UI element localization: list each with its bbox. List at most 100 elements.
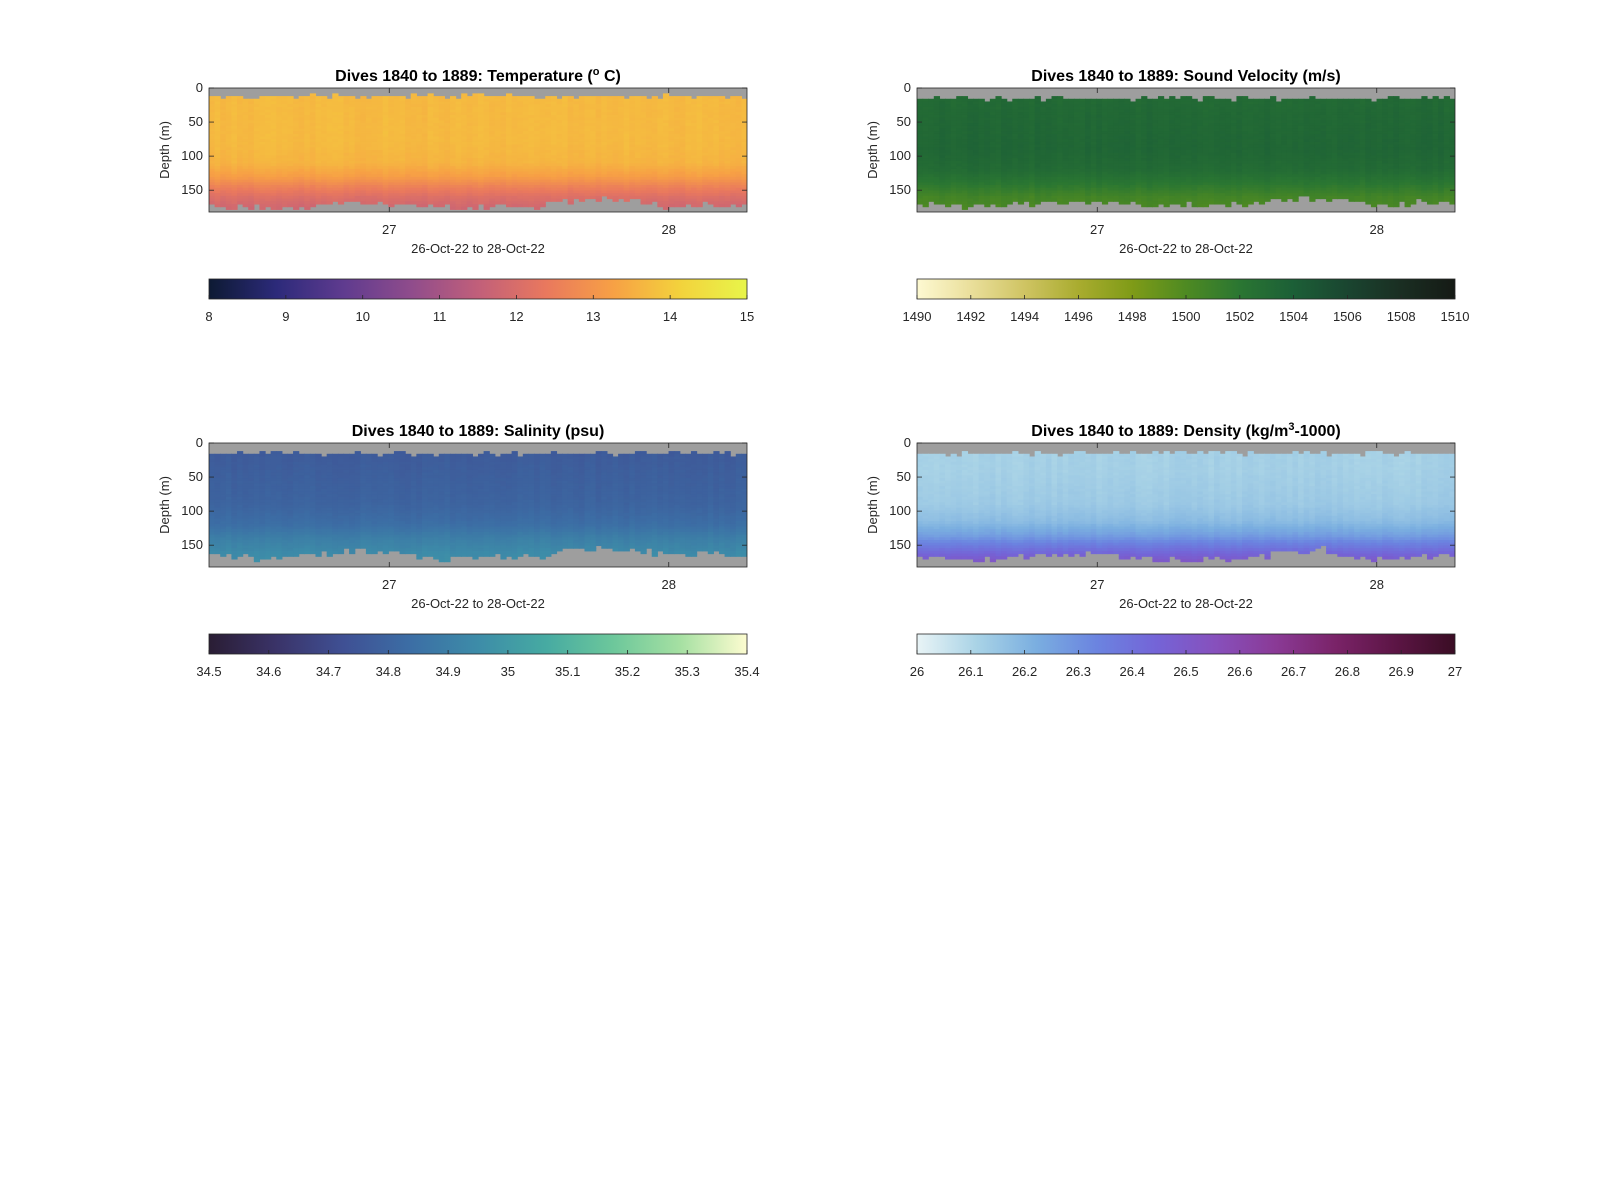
heatmap-cell (950, 104, 957, 108)
heatmap-cell (741, 176, 747, 181)
heatmap-cell (623, 187, 630, 192)
heatmap-cell (685, 112, 692, 116)
heatmap-cell (989, 168, 997, 173)
heatmap-cell (209, 179, 216, 183)
heatmap-cell (332, 160, 339, 165)
heatmap-cell (662, 93, 670, 97)
heatmap-cell (713, 101, 720, 105)
heatmap-cell (651, 141, 658, 146)
heatmap-cell (651, 112, 658, 116)
heatmap-cell (1006, 117, 1013, 121)
heatmap-cell (281, 198, 289, 202)
heatmap-cell (309, 104, 317, 108)
heatmap-cell (590, 128, 597, 132)
heatmap-cell (354, 144, 361, 148)
heatmap-cell (578, 155, 586, 159)
heatmap-cell (444, 176, 451, 181)
heatmap-cell (209, 163, 216, 167)
heatmap-cell (506, 193, 513, 197)
heatmap-cell (242, 150, 249, 154)
heatmap-cell (433, 190, 440, 194)
heatmap-cell (933, 187, 941, 192)
heatmap-cell (416, 203, 423, 208)
heatmap-cell (466, 171, 473, 175)
heatmap-cell (309, 190, 317, 194)
heatmap-cell (556, 195, 563, 200)
heatmap-cell (718, 109, 726, 113)
heatmap-cell (933, 117, 941, 121)
heatmap-cell (984, 171, 991, 175)
heatmap-cell (550, 187, 558, 192)
heatmap-cell (573, 152, 580, 156)
heatmap-cell (601, 98, 608, 103)
heatmap-cell (371, 106, 378, 111)
heatmap-cell (281, 152, 289, 156)
heatmap-cell (382, 114, 389, 119)
heatmap-cell (517, 101, 524, 105)
heatmap-cell (522, 158, 530, 162)
heatmap-cell (545, 160, 552, 165)
heatmap-cell (281, 179, 289, 183)
heatmap-cell (956, 198, 963, 202)
heatmap-cell (506, 147, 513, 151)
heatmap-cell (337, 114, 345, 119)
heatmap-cell (696, 158, 703, 162)
heatmap-cell (315, 179, 322, 183)
heatmap-cell (702, 125, 709, 130)
heatmap-cell (556, 131, 563, 135)
heatmap-cell (214, 201, 221, 205)
heatmap-cell (545, 155, 552, 159)
heatmap-cell (455, 139, 462, 143)
heatmap-cell (382, 144, 389, 148)
heatmap-cell (1012, 174, 1019, 178)
heatmap-cell (382, 171, 389, 175)
heatmap-cell (321, 131, 328, 135)
heatmap-cell (354, 160, 361, 165)
heatmap-cell (522, 155, 530, 159)
heatmap-cell (444, 136, 451, 140)
heatmap-cell (1023, 133, 1030, 138)
heatmap-cell (214, 187, 221, 192)
heatmap-cell (718, 160, 726, 165)
heatmap-cell (321, 109, 328, 113)
heatmap-cell (410, 136, 417, 140)
heatmap-cell (601, 174, 608, 178)
heatmap-cell (741, 160, 747, 165)
heatmap-cell (618, 166, 625, 170)
heatmap-cell (556, 128, 563, 132)
heatmap-cell (618, 96, 625, 100)
heatmap-cell (961, 106, 969, 111)
heatmap-cell (1001, 144, 1008, 148)
heatmap-cell (674, 114, 681, 119)
heatmap-cell (1001, 112, 1008, 116)
heatmap-cell (326, 144, 333, 148)
heatmap-cell (433, 152, 440, 156)
heatmap-cell (259, 168, 266, 173)
heatmap-cell (281, 190, 289, 194)
heatmap-cell (696, 101, 703, 105)
heatmap-cell (696, 174, 703, 178)
heatmap-cell (646, 187, 653, 192)
heatmap-cell (984, 176, 991, 181)
heatmap-cell (984, 120, 991, 124)
heatmap-cell (578, 150, 586, 154)
heatmap-cell (1017, 179, 1025, 183)
heatmap-cell (315, 98, 322, 103)
heatmap-cell (674, 152, 681, 156)
heatmap-cell (995, 201, 1002, 205)
heatmap-cell (995, 174, 1002, 178)
heatmap-cell (534, 171, 541, 175)
heatmap-cell (421, 96, 429, 100)
heatmap-cell (511, 160, 518, 165)
heatmap-cell (360, 147, 367, 151)
heatmap-cell (433, 168, 440, 173)
heatmap-cell (438, 109, 445, 113)
heatmap-cell (522, 198, 530, 202)
heatmap-cell (618, 155, 625, 159)
heatmap-cell (623, 198, 630, 202)
heatmap-cell (707, 109, 714, 113)
heatmap-cell (388, 193, 395, 197)
heatmap-cell (702, 106, 709, 111)
heatmap-cell (573, 195, 580, 200)
heatmap-cell (573, 106, 580, 111)
